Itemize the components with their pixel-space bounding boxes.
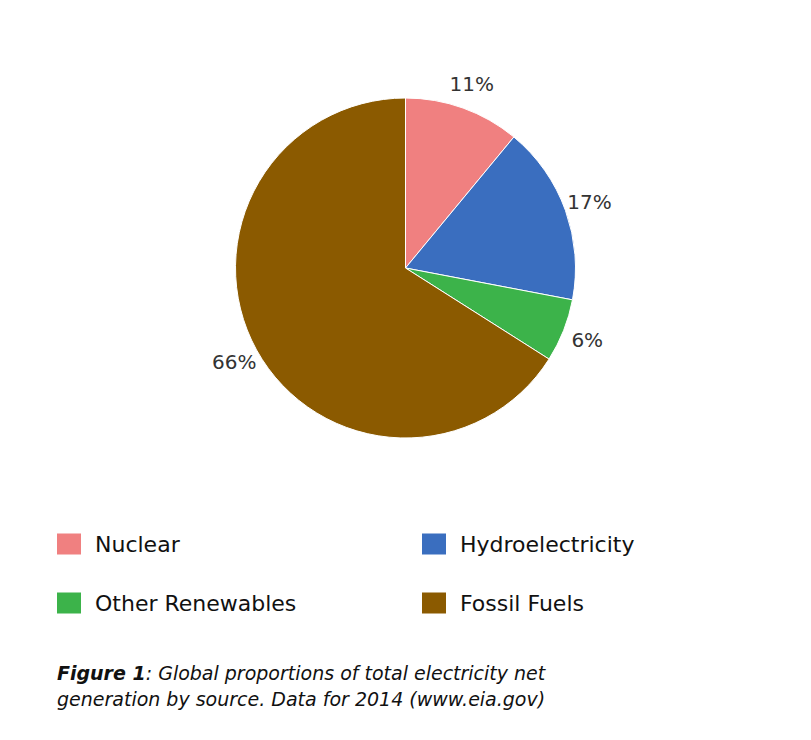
legend: Nuclear Hydroelectricity Other Renewables F…: [57, 532, 634, 616]
legend-label: Nuclear: [95, 532, 181, 557]
pie: [236, 98, 576, 438]
legend-label: Other Renewables: [95, 591, 296, 616]
caption: Figure 1: Global proportions of total el…: [57, 662, 547, 710]
data-label: 11%: [449, 72, 493, 96]
legend-swatch: [57, 534, 81, 555]
caption-label: Figure 1: [57, 662, 146, 684]
legend-label: Hydroelectricity: [460, 532, 634, 557]
pie-slice: [236, 98, 550, 438]
legend-swatch: [422, 534, 446, 555]
legend-swatch: [57, 593, 81, 614]
legend-swatch: [422, 593, 446, 614]
caption-text: : Global proportions of total electricit…: [146, 662, 547, 684]
data-label: 66%: [212, 350, 256, 374]
caption-text: generation by source. Data for 2014 (www…: [57, 688, 545, 710]
data-label: 17%: [567, 190, 611, 214]
legend-label: Fossil Fuels: [460, 591, 584, 616]
chart: 11% 17% 6% 66% Nuclear Hydroelectricity Other …: [0, 0, 811, 740]
data-label: 6%: [571, 328, 603, 352]
